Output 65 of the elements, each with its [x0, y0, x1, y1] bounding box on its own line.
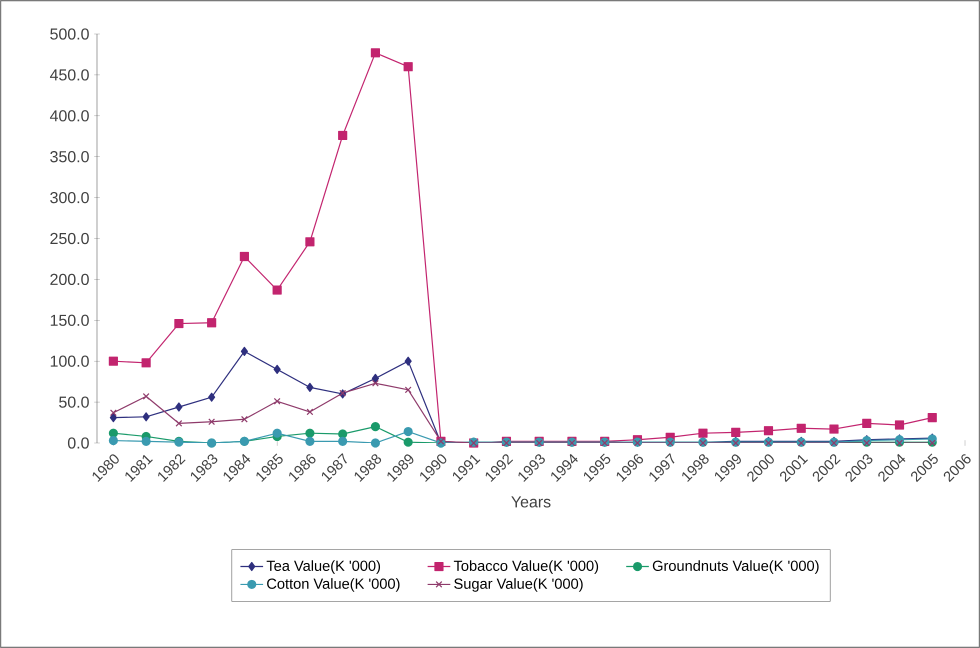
point	[338, 130, 348, 140]
y-tick-label: 150.0	[50, 314, 89, 326]
legend-label: Sugar Value(K '000)	[454, 578, 583, 592]
y-tick-label: 250.0	[50, 232, 89, 244]
point	[370, 438, 380, 448]
point	[142, 436, 151, 446]
point	[142, 412, 150, 422]
point	[108, 356, 118, 366]
point	[305, 428, 314, 438]
point	[142, 358, 151, 368]
legend-label: Tobacco Value(K '000)	[454, 560, 598, 574]
point	[142, 392, 150, 400]
point	[174, 318, 184, 328]
legend-label: Groundnuts Value(K '000)	[652, 560, 819, 574]
point	[862, 418, 872, 428]
point	[274, 398, 281, 405]
point	[110, 409, 117, 416]
point	[372, 374, 380, 383]
point	[306, 408, 314, 416]
point	[404, 62, 413, 72]
y-tick-label: 500.0	[50, 28, 89, 40]
point	[208, 392, 216, 402]
y-tick-label: 450.0	[50, 69, 89, 81]
point	[272, 428, 282, 438]
point	[404, 356, 412, 366]
point	[698, 428, 708, 438]
point	[240, 416, 248, 423]
point	[272, 285, 282, 295]
point	[404, 386, 412, 394]
y-tick-label: 200.0	[50, 274, 89, 286]
point	[829, 424, 839, 434]
point	[731, 428, 740, 437]
point	[306, 382, 314, 392]
point	[338, 436, 348, 446]
y-tick-label: 50.0	[59, 396, 89, 408]
legend-label: Tea Value(K '000)	[266, 560, 380, 574]
point	[894, 420, 904, 430]
point	[240, 252, 249, 262]
y-tick-label: 300.0	[50, 192, 89, 204]
y-tick-label: 350.0	[50, 151, 89, 162]
point	[372, 380, 379, 387]
point	[370, 48, 380, 58]
y-tick-label: 0.0	[68, 437, 89, 449]
point	[928, 413, 937, 422]
point	[370, 422, 380, 432]
point	[274, 364, 281, 374]
point	[305, 436, 314, 446]
point	[208, 418, 216, 426]
point	[404, 426, 413, 436]
point	[338, 429, 348, 439]
x-axis-title: Years	[511, 496, 551, 508]
point	[108, 428, 118, 438]
point	[305, 237, 314, 246]
point	[207, 318, 216, 328]
point	[110, 413, 117, 422]
point	[108, 436, 118, 446]
point	[796, 424, 806, 433]
point	[240, 346, 248, 356]
y-tick-label: 100.0	[50, 356, 89, 367]
y-tick-label: 400.0	[50, 110, 89, 122]
point	[175, 420, 182, 427]
point	[404, 438, 413, 447]
point	[175, 402, 182, 412]
point	[764, 426, 774, 436]
legend-label: Cotton Value(K '000)	[267, 578, 400, 592]
